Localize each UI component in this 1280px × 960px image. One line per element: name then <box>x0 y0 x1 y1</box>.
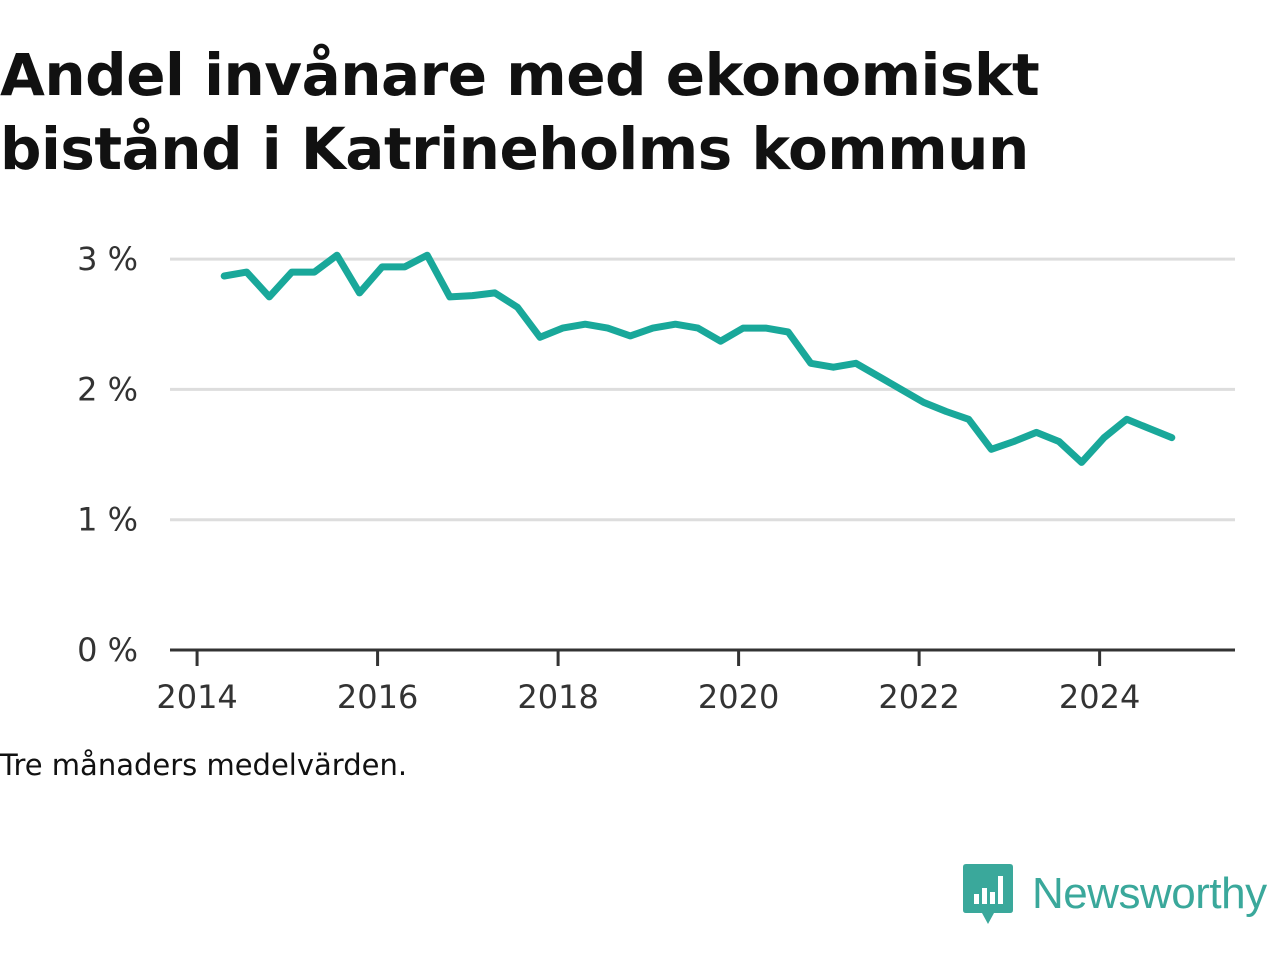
chart-note: Tre månaders medelvärden. <box>0 748 408 782</box>
y-tick-labels: 0 % 1 % 2 % 3 % <box>77 240 138 669</box>
brand-name: Newsworthy <box>1032 869 1267 918</box>
x-ticks <box>195 650 1102 666</box>
chart-title: Andel invånare med ekonomiskt bistånd i … <box>0 41 1040 183</box>
x-tick-label: 2024 <box>1059 678 1140 716</box>
y-tick-label: 3 % <box>77 240 138 278</box>
newsworthy-logo-icon <box>963 864 1013 924</box>
y-tick-label: 2 % <box>77 370 138 408</box>
x-tick-label: 2014 <box>156 678 237 716</box>
line-chart: 0 % 1 % 2 % 3 % 2014 2016 2018 2020 2022 2024 <box>77 240 1235 716</box>
brand-logo: Newsworthy <box>962 862 1267 926</box>
x-tick-labels: 2014 2016 2018 2020 2022 2024 <box>156 678 1140 716</box>
series-line <box>220 251 1176 466</box>
grid-lines <box>170 257 1235 522</box>
x-tick-label: 2018 <box>517 678 598 716</box>
x-tick-label: 2020 <box>698 678 779 716</box>
y-tick-label: 1 % <box>77 501 138 539</box>
x-tick-label: 2022 <box>878 678 959 716</box>
x-tick-label: 2016 <box>337 678 418 716</box>
y-tick-label: 0 % <box>77 631 138 669</box>
